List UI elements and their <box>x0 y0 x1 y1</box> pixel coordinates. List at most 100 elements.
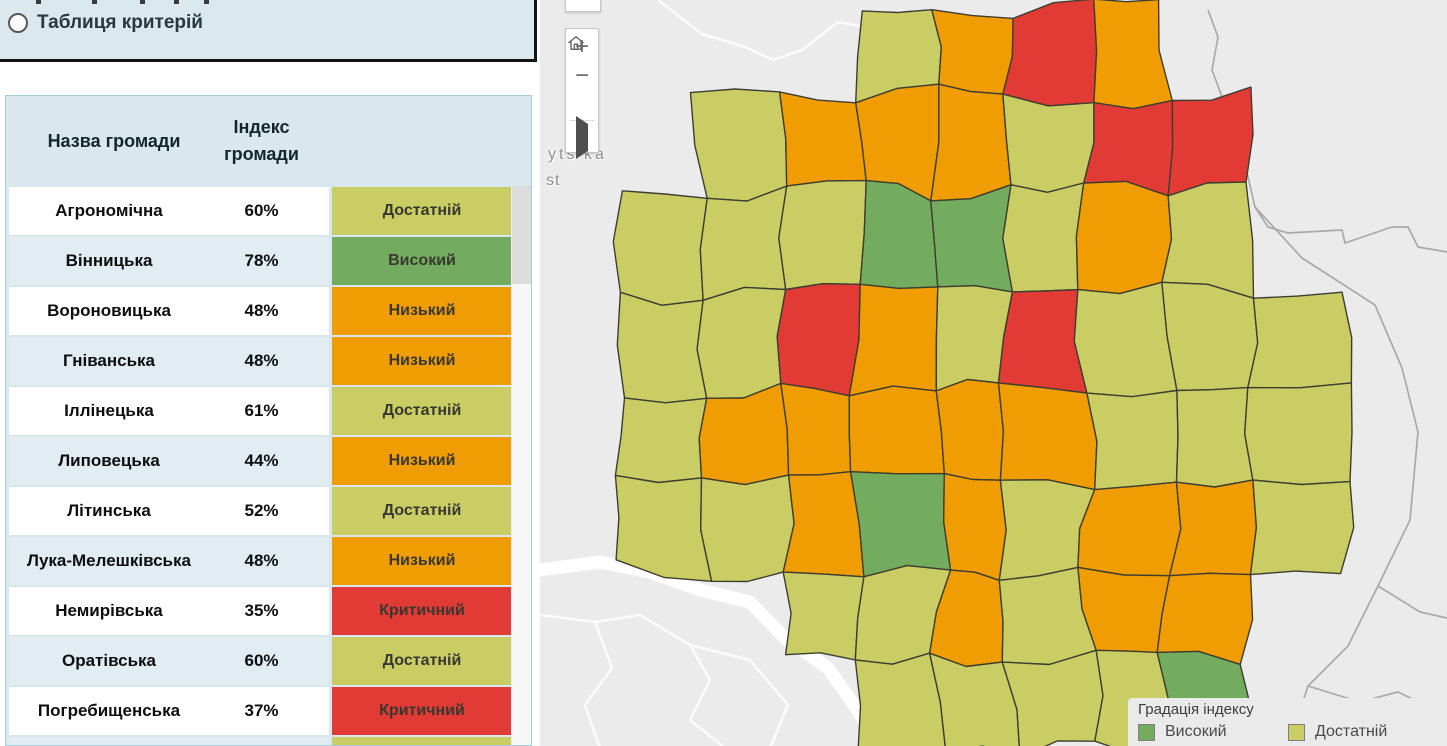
right-arrow-icon <box>576 116 588 159</box>
column-header-name: Назва громади <box>47 130 181 151</box>
map-region[interactable] <box>1002 182 1085 293</box>
map-legend: Градація індексу Високий Достатній <box>1128 698 1447 746</box>
map-region[interactable] <box>1075 180 1173 295</box>
map-region[interactable] <box>614 397 708 484</box>
map-region[interactable] <box>935 378 1005 481</box>
map-region[interactable] <box>696 286 787 399</box>
river-line <box>540 555 889 746</box>
pan-expand-button[interactable] <box>566 116 598 159</box>
table-row[interactable]: Немирівська 35% Критичний <box>9 587 514 635</box>
map-toolbar-clipped-button[interactable] <box>565 0 601 12</box>
map-region[interactable] <box>1175 386 1254 488</box>
neighbor-boundary-gray <box>1377 585 1447 619</box>
table-row[interactable]: Агрономічна 60% Достатній <box>9 187 514 235</box>
zoom-out-button[interactable]: − <box>566 61 598 90</box>
map-region[interactable] <box>1002 93 1095 193</box>
map-region[interactable] <box>1161 281 1259 392</box>
neighbor-boundary-gray <box>1254 206 1419 746</box>
table-row[interactable] <box>9 737 514 745</box>
status-badge: Високий <box>332 237 512 285</box>
map-region[interactable] <box>778 91 867 187</box>
map-region[interactable] <box>698 382 790 486</box>
map-region[interactable] <box>848 385 945 475</box>
legend-items: Високий Достатній <box>1138 723 1447 741</box>
table-scrollbar[interactable] <box>511 186 531 745</box>
map-region[interactable] <box>612 190 708 306</box>
map-region[interactable] <box>700 474 795 583</box>
map-region[interactable] <box>1077 481 1182 577</box>
map-region[interactable] <box>1167 86 1254 197</box>
radio-option-criteria-table[interactable]: Таблиця критерій <box>8 12 203 34</box>
map-region[interactable] <box>848 283 939 397</box>
status-badge: Критичний <box>332 587 512 635</box>
map-region[interactable] <box>854 652 946 746</box>
map-region[interactable] <box>614 474 713 582</box>
home-icon <box>568 36 584 50</box>
left-column: Таблиця критерій Назва громади Індекс гр… <box>0 0 540 746</box>
map-region[interactable] <box>689 88 788 202</box>
table-row[interactable]: Погребищенська 37% Критичний <box>9 687 514 735</box>
map-region[interactable] <box>1168 479 1258 577</box>
map-region[interactable] <box>1156 572 1254 666</box>
map-region[interactable] <box>1073 281 1178 398</box>
legend-item[interactable]: Високий <box>1138 723 1288 741</box>
status-badge: Достатній <box>332 387 512 435</box>
table-row[interactable]: Іллінецька 61% Достатній <box>9 387 514 435</box>
row-main-cells: Іллінецька 61% <box>9 387 329 435</box>
status-badge: Низький <box>332 337 512 385</box>
map-region[interactable] <box>931 9 1014 95</box>
row-main-cells: Літинська 52% <box>9 487 329 535</box>
legend-item-label: Достатній <box>1315 723 1388 740</box>
map-region[interactable] <box>1249 479 1355 576</box>
community-name-cell: Літинська <box>67 501 151 520</box>
map-region[interactable] <box>1247 291 1353 389</box>
index-value-cell: 61% <box>244 401 279 420</box>
map-region[interactable] <box>776 283 861 397</box>
map-region[interactable] <box>1086 389 1179 491</box>
table-row[interactable]: Літинська 52% Достатній <box>9 487 514 535</box>
community-name-cell <box>9 737 209 745</box>
index-value-cell <box>209 737 314 745</box>
map-region[interactable] <box>616 291 708 404</box>
row-main-cells: Гніванська 48% <box>9 337 329 385</box>
table-row[interactable]: Лука-Мелешківська 48% Низький <box>9 537 514 585</box>
map-region[interactable] <box>782 471 865 578</box>
map-region[interactable] <box>997 382 1098 491</box>
community-name-cell: Погребищенська <box>37 701 181 720</box>
community-name-cell: Немирівська <box>55 601 163 620</box>
row-main-cells: Липовецька 44% <box>9 437 329 485</box>
map-panel: ytsʼka st + − Градація індексу Високий До… <box>540 0 1447 746</box>
map-region[interactable] <box>778 179 867 291</box>
map-region[interactable] <box>943 472 1007 581</box>
legend-item[interactable]: Достатній <box>1288 723 1438 741</box>
map-place-label-fragment: st <box>546 172 561 189</box>
table-row[interactable]: Вороновицька 48% Низький <box>9 287 514 335</box>
clipped-text-fragment <box>36 0 41 4</box>
table-header: Назва громади Індекс громади <box>6 96 531 186</box>
map-region[interactable] <box>782 571 865 661</box>
legend-item-label: Високий <box>1165 723 1227 740</box>
index-value-cell: 48% <box>244 351 279 370</box>
table-row[interactable]: Гніванська 48% Низький <box>9 337 514 385</box>
table-row[interactable]: Вінницька 78% Високий <box>9 237 514 285</box>
map-region[interactable] <box>1161 181 1255 299</box>
map-region[interactable] <box>928 652 1020 746</box>
map-region[interactable] <box>930 83 1012 202</box>
map-region[interactable] <box>699 185 788 301</box>
map-region[interactable] <box>1244 382 1353 486</box>
index-value-cell: 52% <box>244 501 279 520</box>
row-main-cells: Вінницька 78% <box>9 237 329 285</box>
table-row[interactable]: Липовецька 44% Низький <box>9 437 514 485</box>
community-index-table: Назва громади Індекс громади Агрономічна… <box>5 95 532 746</box>
table-row[interactable]: Оратівська 60% Достатній <box>9 637 514 685</box>
map-region[interactable] <box>780 382 852 476</box>
map-region[interactable] <box>849 471 952 578</box>
status-badge <box>332 737 512 745</box>
row-main-cells: Оратівська 60% <box>9 637 329 685</box>
radio-icon[interactable] <box>8 13 28 33</box>
community-name-cell: Лука-Мелешківська <box>27 551 191 570</box>
scrollbar-thumb[interactable] <box>512 186 531 284</box>
home-button[interactable] <box>566 36 598 116</box>
map-region[interactable] <box>930 184 1014 293</box>
choropleth-map <box>540 0 1447 746</box>
